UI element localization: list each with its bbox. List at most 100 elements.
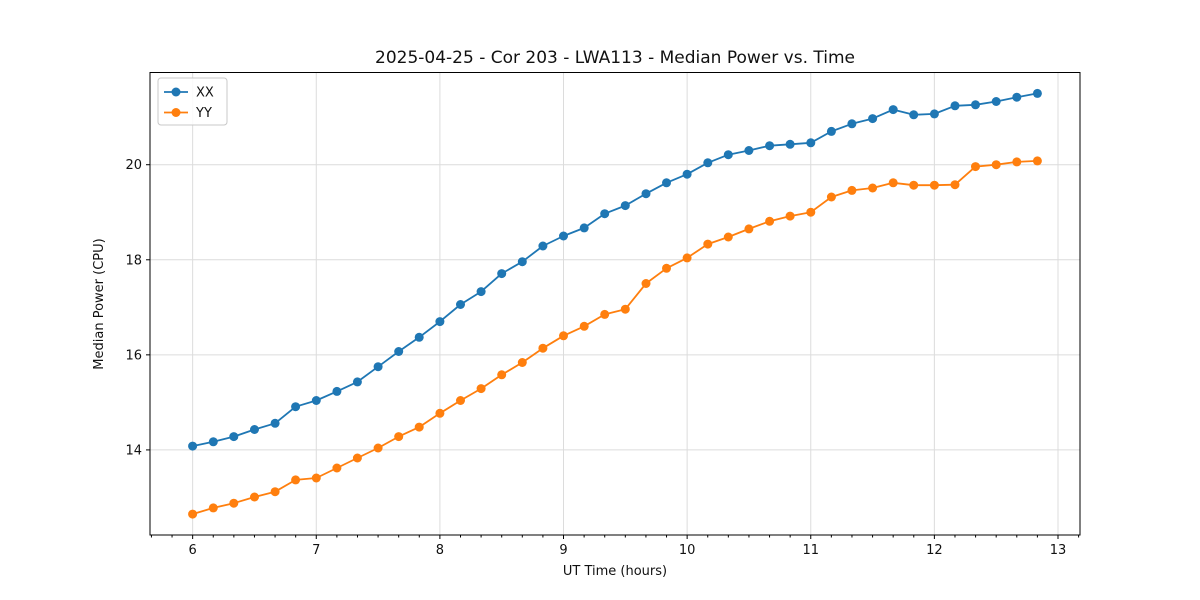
data-point-xx xyxy=(270,418,280,428)
x-tick-label: 10 xyxy=(679,543,696,558)
data-point-yy xyxy=(1012,157,1022,167)
data-point-xx xyxy=(332,386,342,396)
data-point-yy xyxy=(250,492,259,502)
data-point-xx xyxy=(806,138,816,148)
data-point-yy xyxy=(229,498,239,508)
y-axis-label: Median Power (CPU) xyxy=(92,238,107,369)
x-tick-label: 7 xyxy=(312,543,320,558)
legend-marker-icon xyxy=(171,87,181,97)
data-point-xx xyxy=(744,146,754,155)
data-point-yy xyxy=(559,331,568,341)
data-point-xx xyxy=(662,178,671,188)
data-point-xx xyxy=(991,97,1001,106)
x-tick-label: 9 xyxy=(559,543,567,558)
data-point-yy xyxy=(476,384,486,394)
data-point-xx xyxy=(847,119,857,129)
data-point-yy xyxy=(662,263,671,273)
legend-marker-icon xyxy=(171,108,181,117)
data-point-yy xyxy=(208,503,218,513)
chart-title: 2025-04-25 - Cor 203 - LWA113 - Median P… xyxy=(375,48,855,68)
data-point-xx xyxy=(414,332,424,342)
data-point-yy xyxy=(641,279,651,288)
data-point-yy xyxy=(1032,156,1042,166)
data-point-yy xyxy=(414,422,424,432)
data-point-xx xyxy=(1012,92,1022,102)
data-point-yy xyxy=(435,408,445,418)
plot-border xyxy=(149,72,1081,536)
data-point-yy xyxy=(909,180,919,190)
data-point-yy xyxy=(971,162,980,172)
data-point-xx xyxy=(971,100,980,110)
x-tick-label: 12 xyxy=(926,543,943,558)
grid-layer xyxy=(150,72,1080,535)
data-point-xx xyxy=(311,396,321,405)
data-point-xx xyxy=(538,241,548,251)
data-point-yy xyxy=(888,178,898,188)
data-point-xx xyxy=(517,257,527,267)
data-point-yy xyxy=(847,185,857,195)
x-tick-label: 11 xyxy=(802,543,819,558)
data-point-yy xyxy=(517,358,527,367)
series-layer xyxy=(188,88,1042,519)
data-point-yy xyxy=(806,207,816,217)
data-point-xx xyxy=(476,287,486,297)
data-point-yy xyxy=(868,183,878,193)
data-point-xx xyxy=(868,114,878,124)
x-tick-label: 6 xyxy=(189,543,197,558)
data-point-yy xyxy=(311,473,321,483)
data-point-yy xyxy=(373,443,383,453)
y-tick-label: 20 xyxy=(125,158,142,173)
data-point-xx xyxy=(950,101,960,111)
data-point-xx xyxy=(229,432,239,442)
data-point-yy xyxy=(291,475,301,485)
series-line-yy xyxy=(191,159,1039,515)
data-point-yy xyxy=(950,180,960,190)
data-point-xx xyxy=(291,402,301,412)
legend: XX YY xyxy=(157,77,228,126)
data-point-xx xyxy=(785,139,795,149)
x-tick-label: 13 xyxy=(1050,543,1067,558)
data-point-yy xyxy=(785,211,795,221)
data-point-xx xyxy=(723,150,733,160)
data-point-yy xyxy=(352,453,362,463)
data-point-yy xyxy=(579,321,589,331)
data-point-xx xyxy=(620,201,630,211)
data-point-yy xyxy=(620,304,630,314)
data-point-yy xyxy=(765,216,775,226)
data-point-yy xyxy=(270,487,280,497)
data-point-xx xyxy=(435,317,445,327)
data-point-xx xyxy=(456,300,465,309)
data-point-xx xyxy=(909,110,919,120)
data-point-xx xyxy=(1032,88,1042,98)
legend-label-yy: YY xyxy=(195,106,212,121)
y-tick-label: 18 xyxy=(125,253,142,268)
data-point-xx xyxy=(765,141,775,151)
y-tick-label: 14 xyxy=(125,443,142,458)
series-line-xx xyxy=(191,92,1039,448)
data-point-yy xyxy=(188,509,198,519)
data-point-xx xyxy=(579,223,589,233)
data-point-yy xyxy=(682,253,692,263)
data-point-xx xyxy=(352,377,362,387)
y-tick-label: 16 xyxy=(125,348,142,363)
data-point-xx xyxy=(250,425,259,434)
data-point-yy xyxy=(600,309,610,319)
legend-label-xx: XX xyxy=(196,86,214,101)
data-point-yy xyxy=(538,343,548,353)
data-point-xx xyxy=(208,437,218,447)
data-point-xx xyxy=(703,158,713,168)
data-point-yy xyxy=(394,432,404,442)
data-point-xx xyxy=(373,362,383,372)
data-point-yy xyxy=(826,192,836,202)
data-point-xx xyxy=(497,269,507,279)
data-point-yy xyxy=(723,232,733,242)
x-tick-label: 8 xyxy=(436,543,444,558)
data-point-xx xyxy=(888,105,898,115)
data-point-yy xyxy=(744,224,754,234)
axes-layer: 6 7 8 9 10 11 12 13 14 16 18 20 xyxy=(125,72,1081,558)
data-point-xx xyxy=(929,109,939,119)
data-point-xx xyxy=(641,189,651,199)
legend-box xyxy=(157,77,228,126)
data-point-yy xyxy=(991,160,1001,170)
